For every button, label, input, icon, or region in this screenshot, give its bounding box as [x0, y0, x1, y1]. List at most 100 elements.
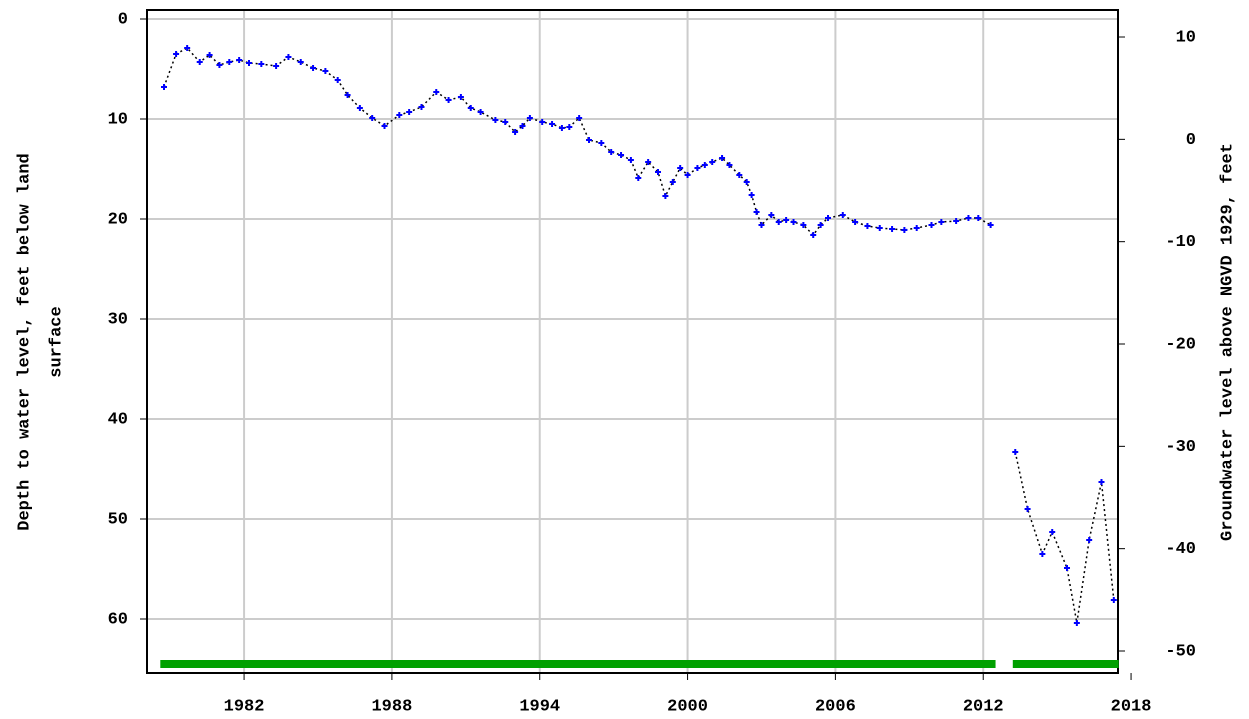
data-point	[965, 215, 972, 221]
data-point	[519, 123, 526, 129]
x-tick-label: 1988	[371, 697, 412, 716]
data-point	[618, 152, 625, 158]
data-point	[477, 109, 484, 115]
data-point	[369, 115, 376, 121]
y-tick-label: 30	[108, 310, 128, 329]
data-point	[655, 169, 662, 175]
data-point	[445, 97, 452, 103]
data-point	[736, 172, 743, 178]
y2-tick-label: -20	[1165, 335, 1196, 354]
data-point	[396, 112, 403, 118]
data-point	[753, 209, 760, 215]
data-point	[236, 57, 243, 63]
data-point	[334, 77, 341, 83]
data-point	[549, 121, 556, 127]
y2-tick-label: 0	[1186, 131, 1196, 150]
data-point	[662, 193, 669, 199]
data-point	[913, 225, 920, 231]
y-axis-label: surface	[47, 306, 66, 377]
data-point	[566, 124, 573, 130]
x-tick-label: 2012	[963, 697, 1004, 716]
y-tick-label: 10	[108, 110, 128, 129]
data-point	[1012, 449, 1019, 455]
data-point	[743, 179, 750, 185]
data-point	[558, 125, 565, 131]
y-tick-label: 20	[108, 210, 128, 229]
y-tick-label: 60	[108, 610, 128, 629]
data-point	[526, 115, 533, 121]
data-point	[987, 222, 994, 228]
data-point	[1110, 597, 1117, 603]
data-point	[344, 92, 351, 98]
data-point	[876, 225, 883, 231]
data-point	[512, 129, 519, 135]
data-point	[938, 219, 945, 225]
data-point	[645, 159, 652, 165]
data-point	[800, 222, 807, 228]
data-point	[246, 60, 253, 66]
data-point	[953, 218, 960, 224]
data-point	[783, 217, 790, 223]
data-point	[206, 52, 213, 58]
y-tick-label: 40	[108, 410, 128, 429]
x-tick-label: 2000	[667, 697, 708, 716]
data-point	[701, 162, 708, 168]
data-point	[635, 175, 642, 181]
x-tick-label: 2006	[815, 697, 856, 716]
data-point	[677, 165, 684, 171]
data-point	[684, 172, 691, 178]
data-point	[864, 223, 871, 229]
data-point	[539, 119, 546, 125]
y2-tick-label: -50	[1165, 642, 1196, 661]
data-point	[1086, 537, 1093, 543]
data-point	[719, 155, 726, 161]
data-point	[768, 212, 775, 218]
data-point	[297, 59, 304, 65]
y-tick-label: 0	[118, 10, 128, 29]
data-point	[216, 62, 223, 68]
data-point	[258, 61, 265, 67]
data-point	[901, 227, 908, 233]
data-point	[356, 105, 363, 111]
data-point	[627, 157, 634, 163]
x-tick-label: 2018	[1111, 697, 1152, 716]
data-point	[310, 65, 317, 71]
data-point	[1073, 620, 1080, 626]
data-point	[790, 219, 797, 225]
period-bar	[1012, 660, 1119, 668]
data-point	[608, 149, 615, 155]
data-line	[163, 47, 1115, 624]
data-point	[1024, 506, 1031, 512]
data-point	[758, 222, 765, 228]
data-point	[406, 109, 413, 115]
data-point	[810, 232, 817, 238]
data-point	[586, 137, 593, 143]
data-point	[502, 119, 509, 125]
data-point	[173, 51, 180, 57]
data-point	[285, 54, 292, 60]
data-point	[775, 219, 782, 225]
data-point	[726, 162, 733, 168]
y-axis-label: Depth to water level, feet below land	[15, 153, 34, 530]
data-point	[273, 63, 280, 69]
y2-tick-label: 10	[1176, 28, 1196, 47]
data-point	[817, 222, 824, 228]
data-point	[852, 219, 859, 225]
data-point	[576, 115, 583, 121]
data-point	[161, 84, 168, 90]
data-point	[825, 215, 832, 221]
data-point	[1098, 479, 1105, 485]
data-point	[1064, 565, 1070, 571]
data-point	[381, 123, 388, 129]
x-tick-label: 1982	[224, 697, 265, 716]
data-point	[196, 59, 203, 65]
data-point	[322, 68, 329, 74]
data-point	[748, 192, 755, 198]
plot-frame	[146, 9, 1119, 674]
data-point	[1049, 529, 1056, 535]
data-point	[928, 222, 935, 228]
data-point	[433, 89, 440, 95]
data-point	[598, 140, 605, 146]
y2-axis-label: Groundwater level above NGVD 1929, feet	[1218, 143, 1237, 541]
